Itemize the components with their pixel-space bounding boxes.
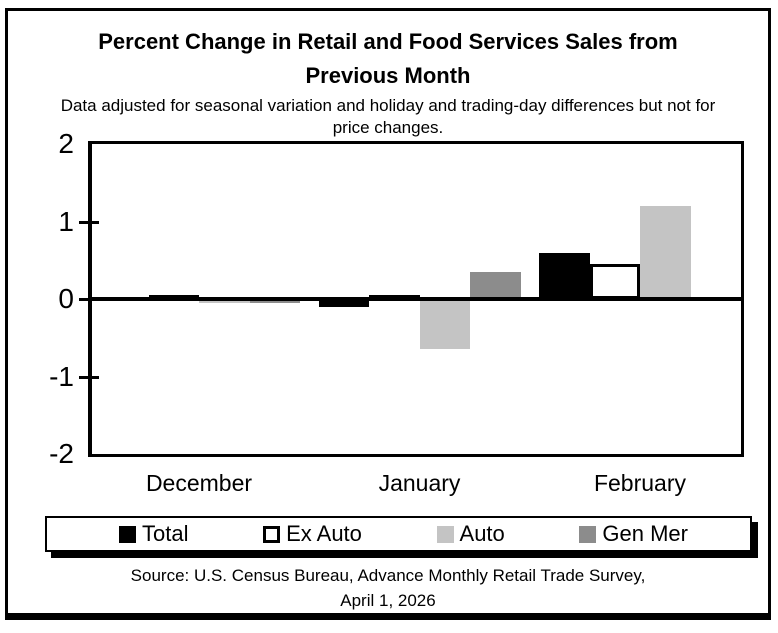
legend-label: Total (142, 521, 189, 546)
legend-label: Gen Mer (602, 521, 688, 546)
bar-auto-january (419, 299, 470, 350)
y-tick-label: 2 (58, 128, 74, 159)
chart-title-line2: Previous Month (305, 63, 471, 88)
auto-swatch-icon (436, 525, 454, 543)
bar-total-february (539, 252, 590, 299)
legend-label: Auto (459, 521, 505, 546)
chart-title: Percent Change in Retail and Food Servic… (8, 25, 768, 93)
ex-auto-swatch-icon (263, 525, 281, 543)
zero-axis-line (92, 297, 741, 301)
bar-ex-auto-february (589, 264, 640, 299)
bar-auto-february (640, 206, 691, 299)
legend-item-total: Total (119, 521, 188, 547)
legend-item-auto: Auto (436, 521, 505, 547)
chart-subtitle: Data adjusted for seasonal variation and… (8, 95, 768, 139)
source-line1: Source: U.S. Census Bureau, Advance Mont… (130, 566, 646, 585)
y-tick-label: 0 (58, 283, 74, 314)
chart-subtitle-line2: price changes. (332, 118, 444, 137)
legend-label: Ex Auto (286, 521, 362, 546)
y-tick-label: -2 (49, 438, 74, 469)
chart-title-line1: Percent Change in Retail and Food Servic… (98, 29, 678, 54)
chart-subtitle-line1: Data adjusted for seasonal variation and… (60, 96, 716, 115)
y-tick-label: 1 (58, 205, 74, 237)
chart-region: Total Ex Auto Auto Gen Mer Source: U.S. Cen… (8, 11, 768, 613)
gen-mer-swatch-icon (579, 525, 597, 543)
y-tick-label: -1 (49, 360, 74, 392)
y-tick-mark (79, 375, 99, 379)
source-note: Source: U.S. Census Bureau, Advance Mont… (8, 563, 768, 613)
total-swatch-icon (119, 525, 136, 543)
source-line2: April 1, 2026 (340, 591, 436, 610)
y-tick-mark (79, 220, 99, 224)
y-tick-mark (79, 298, 91, 301)
plot-area (88, 141, 744, 457)
bar-gen-mer-january (470, 271, 521, 299)
x-axis-label: January (378, 470, 461, 496)
bar-total-january (318, 299, 369, 307)
legend-item-ex-auto: Ex Auto (263, 521, 362, 547)
figure-frame: Percent Change in Retail and Food Servic… (5, 8, 771, 620)
legend-item-gen-mer: Gen Mer (579, 521, 688, 547)
x-axis-label: February (593, 470, 687, 496)
x-axis-label: December (145, 470, 253, 496)
legend: Total Ex Auto Auto Gen Mer (45, 516, 752, 552)
